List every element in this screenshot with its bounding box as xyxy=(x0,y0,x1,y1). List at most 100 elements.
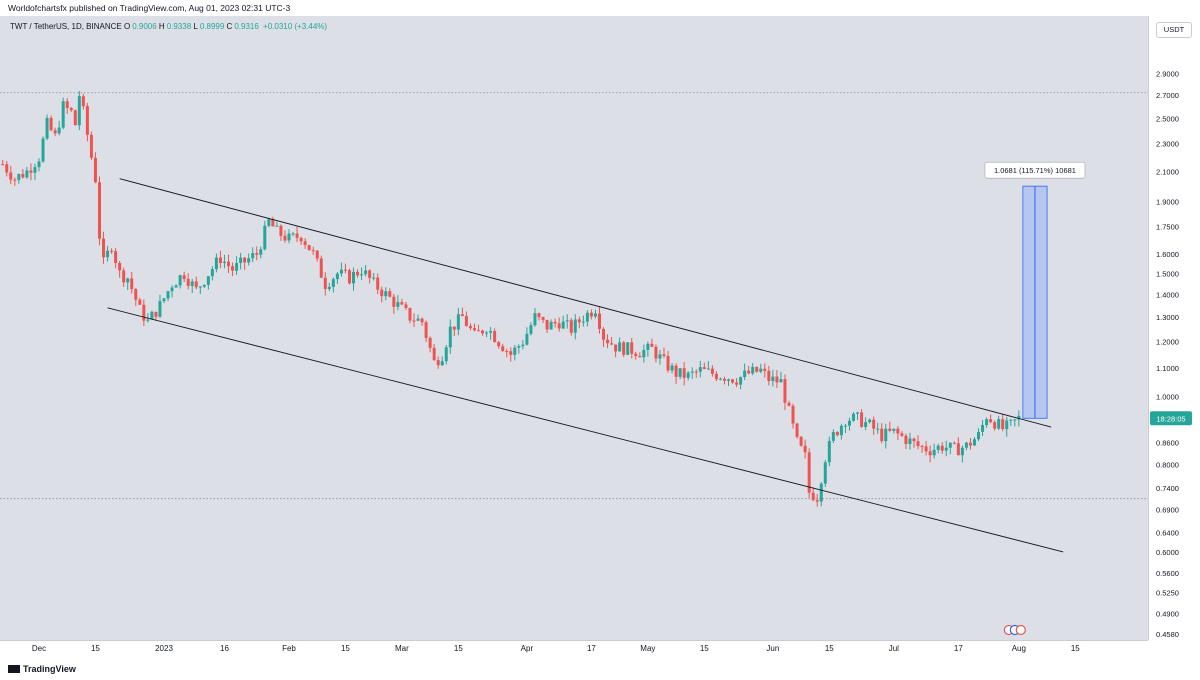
candle-body xyxy=(525,333,529,345)
candle-body xyxy=(549,321,553,330)
candle-body xyxy=(497,342,501,347)
candle-body xyxy=(827,440,831,463)
candle-body xyxy=(61,101,65,128)
candle-body xyxy=(589,312,593,317)
candle-body xyxy=(710,368,714,374)
candle-body xyxy=(130,278,134,290)
candle-body xyxy=(436,360,440,366)
candle-body xyxy=(545,319,549,330)
candle-body xyxy=(585,312,589,322)
time-tick-label: Dec xyxy=(32,644,46,653)
price-tick-label: 1.7500 xyxy=(1156,223,1179,232)
candle-body xyxy=(989,419,993,423)
candle-body xyxy=(477,330,481,332)
candle-body xyxy=(166,291,170,299)
candle-body xyxy=(755,366,759,372)
symbol-legend: TWT / TetherUS, 1D, BINANCE O 0.9006 H 0.9… xyxy=(10,22,327,31)
candle-body xyxy=(573,319,577,333)
candle-body xyxy=(904,435,908,445)
candle-body xyxy=(45,117,49,139)
candle-body xyxy=(731,379,735,383)
candle-body xyxy=(102,238,106,258)
candle-body xyxy=(977,431,981,440)
candle-body xyxy=(722,378,726,381)
price-axis[interactable] xyxy=(1148,16,1200,640)
candle-body xyxy=(376,277,380,290)
candle-body xyxy=(424,322,428,338)
candle-body xyxy=(783,379,787,403)
candle-body xyxy=(25,170,29,178)
candle-body xyxy=(852,413,856,421)
candle-body xyxy=(630,342,634,354)
candle-body xyxy=(960,447,964,456)
tradingview-logo-icon xyxy=(8,665,20,673)
candle-body xyxy=(69,107,73,111)
time-tick-label: Aug xyxy=(1012,644,1026,653)
price-tick-label: 2.1000 xyxy=(1156,167,1179,176)
candle-body xyxy=(823,462,827,484)
candle-body xyxy=(638,356,642,358)
candle-body xyxy=(227,261,231,267)
candle-body xyxy=(57,127,61,134)
candle-body xyxy=(964,442,968,448)
candle-body xyxy=(880,428,884,442)
candle-body xyxy=(856,412,860,414)
candle-body xyxy=(932,449,936,456)
price-tick-label: 2.7000 xyxy=(1156,91,1179,100)
candle-body xyxy=(646,343,650,350)
time-tick-label: Feb xyxy=(282,644,296,653)
tradingview-logo[interactable]: TradingView xyxy=(8,664,76,674)
currency-button[interactable]: USDT xyxy=(1156,22,1192,38)
candle-body xyxy=(432,347,436,361)
candle-body xyxy=(864,422,868,427)
candle-body xyxy=(763,368,767,371)
candle-body xyxy=(206,276,210,285)
candle-body xyxy=(940,445,944,451)
candle-body xyxy=(214,257,218,270)
open-value: 0.9006 xyxy=(132,22,157,31)
candle-body xyxy=(533,313,537,326)
candle-body xyxy=(610,343,614,345)
candle-body xyxy=(678,368,682,377)
candle-body xyxy=(118,262,122,271)
price-tick-label: 2.9000 xyxy=(1156,69,1179,78)
candle-body xyxy=(811,492,815,501)
candle-body xyxy=(985,419,989,425)
candle-body xyxy=(509,351,513,355)
candle-body xyxy=(347,270,351,284)
time-tick-label: 15 xyxy=(700,644,709,653)
candle-body xyxy=(283,235,287,241)
price-tick-label: 0.6900 xyxy=(1156,505,1179,514)
candle-body xyxy=(888,428,892,431)
candle-body xyxy=(485,332,489,334)
candle-body xyxy=(392,296,396,307)
candle-body xyxy=(626,342,630,355)
time-tick-label: Jun xyxy=(766,644,779,653)
time-axis[interactable] xyxy=(0,640,1148,658)
candle-body xyxy=(876,428,880,430)
candle-body xyxy=(303,241,307,246)
candle-body xyxy=(13,179,17,181)
candle-body xyxy=(751,366,755,374)
candle-body xyxy=(815,500,819,502)
tradingview-brand: TradingView xyxy=(23,664,76,674)
candle-body xyxy=(231,266,235,271)
candle-body xyxy=(896,428,900,434)
candle-body xyxy=(948,442,952,448)
candle-body xyxy=(408,307,412,321)
price-tick-label: 0.5600 xyxy=(1156,569,1179,578)
candle-body xyxy=(146,319,150,321)
time-tick-label: May xyxy=(640,644,655,653)
candle-body xyxy=(839,425,843,436)
candle-body xyxy=(239,257,243,263)
candle-body xyxy=(642,349,646,358)
candle-body xyxy=(182,275,186,279)
candle-body xyxy=(618,342,622,352)
time-tick-label: 17 xyxy=(587,644,596,653)
price-tick-label: 1.2000 xyxy=(1156,337,1179,346)
candle-body xyxy=(706,368,710,370)
candle-body xyxy=(743,370,747,378)
low-label: L xyxy=(193,22,198,31)
channel-line-lower xyxy=(107,307,1064,553)
